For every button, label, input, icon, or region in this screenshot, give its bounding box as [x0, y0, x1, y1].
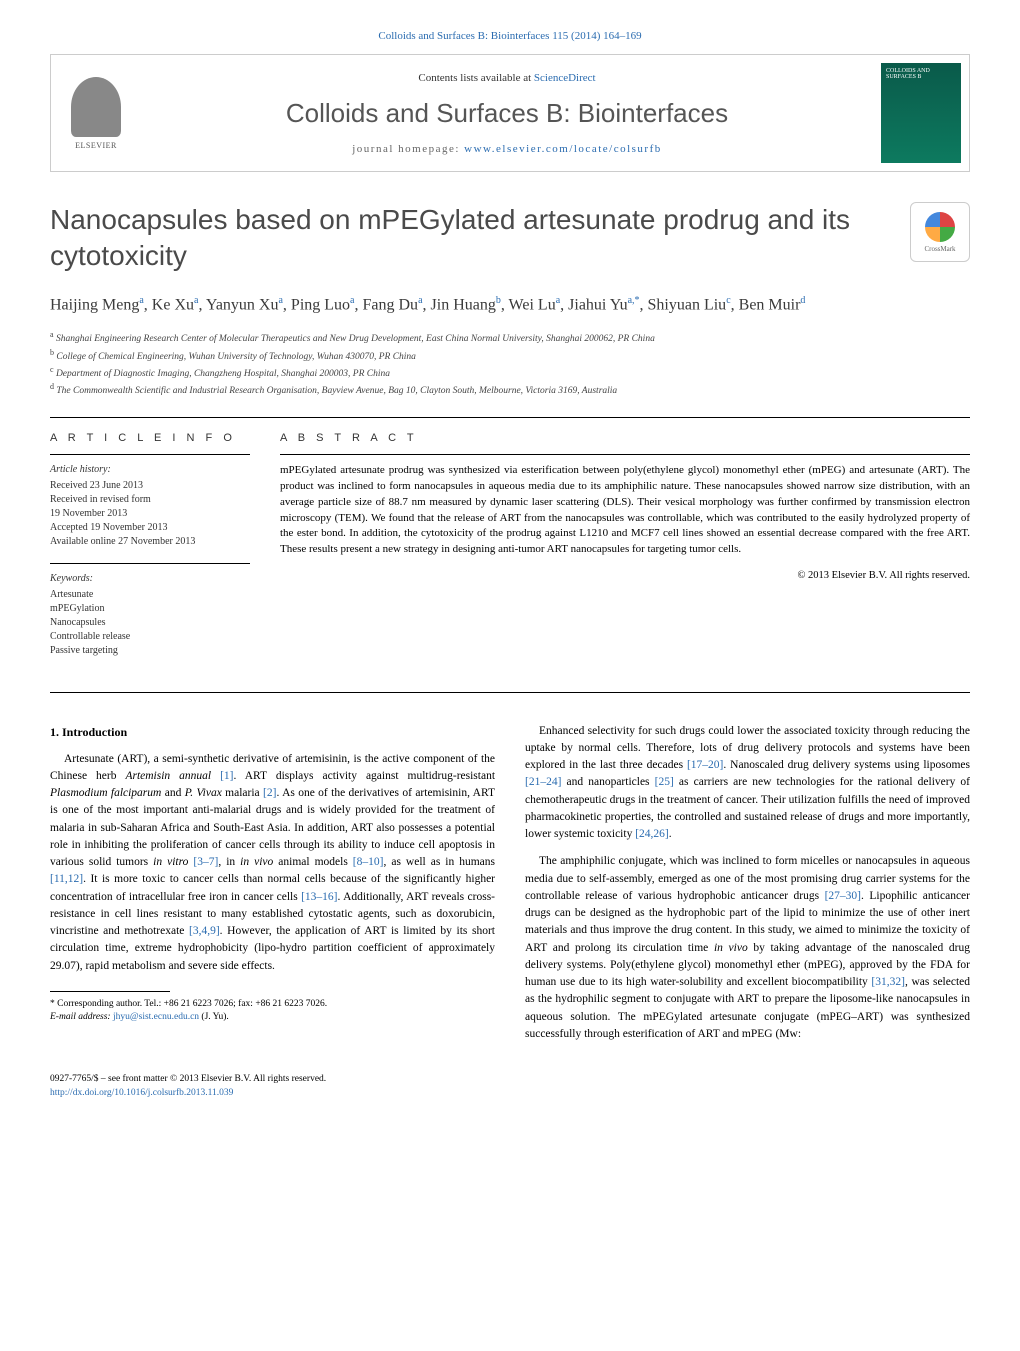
journal-cover-thumbnail[interactable]: COLLOIDS AND SURFACES B [881, 63, 961, 163]
affiliations: a Shanghai Engineering Research Center o… [50, 329, 970, 399]
homepage-line: journal homepage: www.elsevier.com/locat… [141, 143, 873, 155]
article-history-block: Article history: Received 23 June 2013Re… [50, 463, 250, 549]
homepage-link[interactable]: www.elsevier.com/locate/colsurfb [464, 143, 662, 155]
info-abstract-row: A R T I C L E I N F O Article history: R… [50, 432, 970, 672]
history-line: Received 23 June 2013 [50, 479, 250, 493]
body-columns: 1. Introduction Artesunate (ART), a semi… [50, 723, 970, 1054]
article-title: Nanocapsules based on mPEGylated artesun… [50, 202, 890, 275]
bottom-metadata: 0927-7765/$ – see front matter © 2013 El… [50, 1073, 970, 1100]
crossmark-icon [925, 212, 955, 242]
elsevier-logo[interactable]: ELSEVIER [51, 63, 141, 163]
footnote-separator [50, 991, 170, 992]
body-paragraph: The amphiphilic conjugate, which was inc… [525, 853, 970, 1043]
abstract-column: A B S T R A C T mPEGylated artesunate pr… [280, 432, 970, 672]
history-label: Article history: [50, 463, 250, 477]
crossmark-label: CrossMark [924, 245, 955, 253]
keywords-block: Keywords: ArtesunatemPEGylationNanocapsu… [50, 572, 250, 658]
article-info-column: A R T I C L E I N F O Article history: R… [50, 432, 250, 672]
journal-title: Colloids and Surfaces B: Biointerfaces [141, 98, 873, 129]
journal-header-box: ELSEVIER Contents lists available at Sci… [50, 54, 970, 172]
corresponding-line: * Corresponding author. Tel.: +86 21 622… [50, 998, 495, 1011]
crossmark-badge[interactable]: CrossMark [910, 202, 970, 262]
divider-top [50, 417, 970, 418]
info-divider-2 [50, 563, 250, 564]
abstract-divider [280, 454, 970, 455]
abstract-copyright: © 2013 Elsevier B.V. All rights reserved… [280, 570, 970, 581]
affiliation-line: c Department of Diagnostic Imaging, Chan… [50, 364, 970, 381]
body-left-column: 1. Introduction Artesunate (ART), a semi… [50, 723, 495, 1054]
keyword: Artesunate [50, 588, 250, 602]
cover-label: COLLOIDS AND SURFACES B [886, 68, 961, 80]
top-citation[interactable]: Colloids and Surfaces B: Biointerfaces 1… [50, 30, 970, 42]
keyword: Controllable release [50, 630, 250, 644]
history-line: Accepted 19 November 2013 [50, 521, 250, 535]
email-link[interactable]: jhyu@sist.ecnu.edu.cn [113, 1012, 199, 1022]
abstract-heading: A B S T R A C T [280, 432, 970, 444]
email-line: E-mail address: jhyu@sist.ecnu.edu.cn (J… [50, 1011, 495, 1024]
section-heading-intro: 1. Introduction [50, 723, 495, 741]
keyword: mPEGylation [50, 602, 250, 616]
email-label: E-mail address: [50, 1012, 113, 1022]
email-suffix: (J. Yu). [199, 1012, 229, 1022]
body-paragraph: Artesunate (ART), a semi-synthetic deriv… [50, 751, 495, 975]
divider-bottom [50, 692, 970, 693]
affiliation-line: a Shanghai Engineering Research Center o… [50, 329, 970, 346]
contents-prefix: Contents lists available at [418, 72, 533, 84]
history-line: 19 November 2013 [50, 507, 250, 521]
keyword: Nanocapsules [50, 616, 250, 630]
history-line: Received in revised form [50, 493, 250, 507]
authors-list: Haijing Menga, Ke Xua, Yanyun Xua, Ping … [50, 293, 970, 317]
keyword: Passive targeting [50, 644, 250, 658]
history-line: Available online 27 November 2013 [50, 535, 250, 549]
header-center: Contents lists available at ScienceDirec… [141, 62, 873, 165]
contents-lists-line: Contents lists available at ScienceDirec… [141, 72, 873, 84]
affiliation-line: d The Commonwealth Scientific and Indust… [50, 381, 970, 398]
body-paragraph: Enhanced selectivity for such drugs coul… [525, 723, 970, 844]
sciencedirect-link[interactable]: ScienceDirect [534, 72, 596, 84]
info-divider-1 [50, 454, 250, 455]
homepage-prefix: journal homepage: [352, 143, 464, 155]
elsevier-label: ELSEVIER [75, 141, 117, 150]
article-info-heading: A R T I C L E I N F O [50, 432, 250, 444]
issn-line: 0927-7765/$ – see front matter © 2013 El… [50, 1073, 970, 1086]
doi-link[interactable]: http://dx.doi.org/10.1016/j.colsurfb.201… [50, 1088, 233, 1098]
elsevier-tree-icon [71, 77, 121, 137]
abstract-text: mPEGylated artesunate prodrug was synthe… [280, 463, 970, 559]
title-row: Nanocapsules based on mPEGylated artesun… [50, 202, 970, 275]
affiliation-line: b College of Chemical Engineering, Wuhan… [50, 347, 970, 364]
corresponding-author-footnote: * Corresponding author. Tel.: +86 21 622… [50, 998, 495, 1025]
body-right-column: Enhanced selectivity for such drugs coul… [525, 723, 970, 1054]
keywords-label: Keywords: [50, 572, 250, 586]
